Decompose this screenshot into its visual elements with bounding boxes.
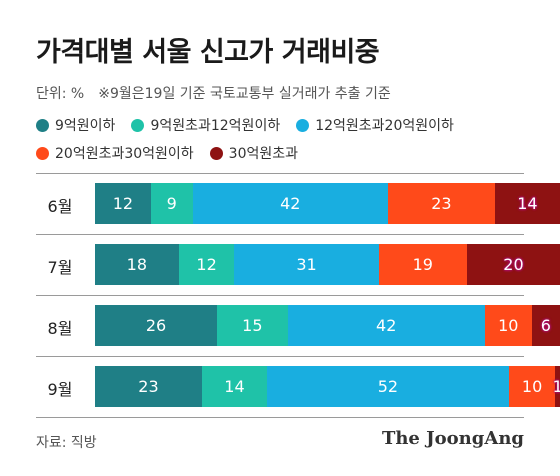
data-label: 26 xyxy=(145,316,167,335)
category-label: 6월 xyxy=(47,197,73,216)
category-label: 9월 xyxy=(47,380,73,399)
data-label: 20 xyxy=(503,255,524,274)
row-divider xyxy=(36,234,524,235)
stacked-bar: 12 9 42 23 14 xyxy=(95,183,560,224)
stacked-bar: 18 12 31 19 20 xyxy=(95,244,560,285)
bar-segment: 12 xyxy=(95,183,151,224)
bar-segment: 10 xyxy=(508,366,556,407)
bar-segment: 9 xyxy=(150,183,193,224)
bar-segment: 23 xyxy=(387,183,495,224)
stacked-bar: 23 14 52 10 1 xyxy=(95,366,560,407)
legend-label: 30억원초과 xyxy=(228,146,299,162)
row-divider xyxy=(36,356,524,357)
data-label: 10 xyxy=(521,377,543,396)
unit-note: 단위: % xyxy=(36,86,85,102)
legend-swatch xyxy=(36,146,49,160)
legend-item: 9억원이하 xyxy=(36,115,115,135)
data-label: 1 xyxy=(552,377,560,396)
legend-label: 20억원초과30억원이하 xyxy=(55,146,194,162)
legend-swatch xyxy=(296,118,310,132)
bar-segment: 52 xyxy=(267,366,509,407)
legend-label: 9억원이하 xyxy=(55,118,116,134)
data-label: 15 xyxy=(242,316,263,335)
legend-swatch xyxy=(36,118,49,132)
data-label: 52 xyxy=(377,377,399,396)
bar-segment: 31 xyxy=(234,244,379,285)
row-divider xyxy=(36,173,524,174)
bar-segment: 14 xyxy=(494,183,560,224)
data-source: 자료: 직방 xyxy=(36,435,97,451)
row-divider xyxy=(36,295,524,296)
category-label: 7월 xyxy=(47,258,73,277)
legend-item: 30억원초과 xyxy=(209,143,299,163)
source-note: ※9월은19일 기준 국토교통부 실거래가 추출 기준 xyxy=(98,86,391,102)
legend-label: 12억원초과20억원이하 xyxy=(315,118,454,134)
bar-segment: 10 xyxy=(484,305,532,346)
data-label: 14 xyxy=(517,194,538,213)
data-label: 19 xyxy=(412,255,433,274)
legend-label: 9억원초과12억원이하 xyxy=(150,118,281,134)
chart-title: 가격대별 서울 신고가 거래비중 xyxy=(36,37,380,68)
data-label: 6 xyxy=(540,316,551,335)
bar-segment: 18 xyxy=(95,244,179,285)
legend-swatch xyxy=(209,146,223,160)
chart-note: 단위: % ※9월은19일 기준 국토교통부 실거래가 추출 기준 xyxy=(36,83,391,103)
stacked-bar-chart: 6월 12 9 42 23 14 7월 18 12 31 19 20 8월 26 15 42 10 6 9월 23 14… xyxy=(36,173,560,418)
data-label: 14 xyxy=(224,377,245,396)
legend-swatch xyxy=(131,118,145,132)
data-label: 10 xyxy=(498,316,519,335)
bar-segment: 23 xyxy=(95,366,202,407)
bar-segment: 20 xyxy=(466,244,560,285)
bar-segment: 42 xyxy=(287,305,485,346)
bar-segment: 14 xyxy=(201,366,268,407)
data-label: 23 xyxy=(138,377,159,396)
data-label: 12 xyxy=(196,255,217,274)
legend-item: 20억원초과30억원이하 xyxy=(36,143,194,163)
bar-segment: 26 xyxy=(95,305,218,346)
legend-row: 20억원초과30억원이하 30억원초과 xyxy=(36,139,536,167)
bar-segment: 6 xyxy=(531,305,560,346)
category-label: 8월 xyxy=(47,319,73,338)
publisher-logo: The JoongAng xyxy=(381,428,524,449)
legend-row: 9억원이하 9억원초과12억원이하 12억원초과20억원이하 xyxy=(36,111,536,139)
data-label: 18 xyxy=(126,255,148,274)
legend-item: 12억원초과20억원이하 xyxy=(296,115,454,135)
bar-segment: 19 xyxy=(378,244,467,285)
bar-segment: 42 xyxy=(192,183,388,224)
data-label: 42 xyxy=(376,316,397,335)
legend-item: 9억원초과12억원이하 xyxy=(131,115,280,135)
stacked-bar: 26 15 42 10 6 xyxy=(95,305,560,346)
data-label: 42 xyxy=(280,194,301,213)
bar-segment: 12 xyxy=(178,244,235,285)
bar-segment: 15 xyxy=(217,305,288,346)
row-divider xyxy=(36,417,524,418)
bar-segment: 1 xyxy=(552,366,560,407)
legend: 9억원이하 9억원초과12억원이하 12억원초과20억원이하 20억원초과30억… xyxy=(36,111,536,167)
data-label: 9 xyxy=(166,194,177,213)
data-label: 12 xyxy=(112,194,134,213)
data-label: 31 xyxy=(296,255,317,274)
data-label: 23 xyxy=(431,194,452,213)
